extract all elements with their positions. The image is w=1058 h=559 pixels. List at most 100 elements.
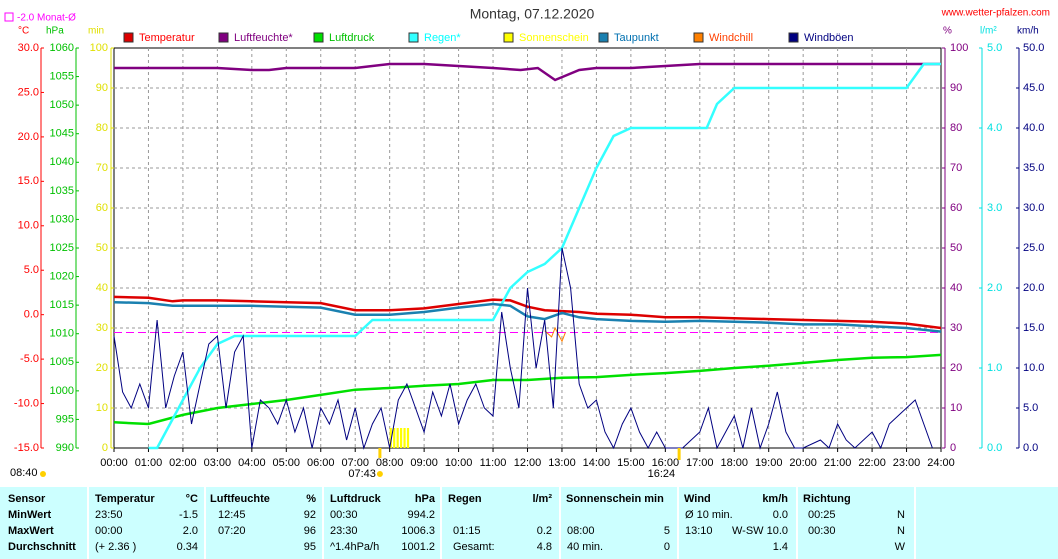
legend-label: Taupunkt <box>614 32 659 44</box>
table-header: Luftdruck <box>330 493 382 505</box>
x-tick-label: 17:00 <box>686 457 714 469</box>
table-cell: 994.2 <box>407 509 435 521</box>
y-tick-label: 30 <box>950 322 962 334</box>
y-tick-label: 5.0 <box>1023 402 1038 414</box>
avg-icon <box>4 12 14 22</box>
table-header: Wind <box>684 493 711 505</box>
table-cell: 13:10 <box>685 525 713 537</box>
series-line <box>113 353 942 426</box>
sunshine-bar <box>400 428 403 448</box>
x-tick-label: 00:00 <box>100 457 128 469</box>
table-cell: 23:30 <box>330 525 358 537</box>
legend-label: Regen* <box>424 32 461 44</box>
table-cell: N <box>897 525 905 537</box>
updated-dot <box>40 471 46 477</box>
x-tick-label: 07:00 <box>341 457 369 469</box>
legend-label: Windböen <box>804 32 854 44</box>
y-tick-label: 90 <box>96 82 108 94</box>
y-tick-label: 50.0 <box>1023 42 1044 54</box>
updated-time: 08:40 <box>10 467 38 479</box>
y-tick-label: 1050 <box>50 99 74 111</box>
y-tick-label: 70 <box>950 162 962 174</box>
table-cell: MaxWert <box>8 525 54 537</box>
monthly-avg-label: -2.0 Monat-Ø <box>17 13 76 24</box>
y-tick-label: 20.0 <box>1023 282 1044 294</box>
series-line <box>113 300 942 333</box>
table-cell: Durchschnitt <box>8 541 76 553</box>
legend-swatch <box>693 32 704 43</box>
y-tick-label: 10 <box>96 402 108 414</box>
legend-label: Temperatur <box>139 32 195 44</box>
y-tick-label: 1025 <box>50 242 74 254</box>
table-background <box>0 487 1058 559</box>
axis-unit: min <box>88 26 104 37</box>
y-tick-label: 5.0 <box>987 42 1002 54</box>
axis-unit: l/m² <box>980 26 997 37</box>
sunshine-bar <box>406 428 410 448</box>
table-cell: 01:15 <box>453 525 481 537</box>
y-tick-label: 1.0 <box>987 362 1002 374</box>
x-tick-label: 11:00 <box>480 457 507 469</box>
table-cell: 0.0 <box>773 509 788 521</box>
y-tick-label: 995 <box>56 413 74 425</box>
x-tick-label: 05:00 <box>273 457 301 469</box>
legend-swatch <box>123 32 134 43</box>
axis-unit: % <box>943 26 952 37</box>
y-tick-label: 1000 <box>50 385 74 397</box>
table-cell: 4.8 <box>537 541 552 553</box>
y-tick-label: 25.0 <box>18 86 39 98</box>
y-tick-label: 2.0 <box>987 282 1002 294</box>
y-tick-label: 5.0 <box>24 264 39 276</box>
table-cell: 2.0 <box>183 525 198 537</box>
x-tick-label: 12:00 <box>514 457 542 469</box>
table-cell: N <box>897 509 905 521</box>
x-tick-label: 13:00 <box>548 457 576 469</box>
axis-unit: km/h <box>1017 26 1039 37</box>
table-cell: ^1.4hPa/h <box>330 541 379 553</box>
y-tick-label: 70 <box>96 162 108 174</box>
sunrise-dot <box>376 471 383 477</box>
y-tick-label: 40 <box>96 282 108 294</box>
y-tick-label: 1010 <box>50 328 74 340</box>
table-header: Richtung <box>803 493 851 505</box>
table-cell: 1001.2 <box>401 541 435 553</box>
table-cell: (+ 2.36 ) <box>95 541 136 553</box>
table-cell: Ø 10 min. <box>685 509 733 521</box>
table-cell: 95 <box>304 541 316 553</box>
x-tick-label: 08:00 <box>376 457 404 469</box>
y-tick-label: 1060 <box>50 42 74 54</box>
table-cell: Gesamt: <box>453 541 495 553</box>
y-tick-label: 1015 <box>50 299 74 311</box>
y-tick-label: 0.0 <box>1023 442 1038 454</box>
table-cell: 12:45 <box>218 509 246 521</box>
y-tick-label: 4.0 <box>987 122 1002 134</box>
series-line <box>114 62 941 82</box>
table-header: °C <box>186 493 198 505</box>
table-cell: 40 min. <box>567 541 603 553</box>
y-tick-label: 30.0 <box>1023 202 1044 214</box>
sunshine-bar <box>389 428 392 448</box>
y-tick-label: 60 <box>96 202 108 214</box>
axis-unit: hPa <box>46 26 64 37</box>
x-tick-label: 19:00 <box>755 457 783 469</box>
y-tick-label: 90 <box>950 82 962 94</box>
x-tick-label: 04:00 <box>238 457 266 469</box>
table-cell: -1.5 <box>179 509 198 521</box>
y-tick-label: 80 <box>96 122 108 134</box>
series-line <box>113 247 933 450</box>
y-tick-label: 1030 <box>50 213 74 225</box>
table-cell: 1.4 <box>773 541 788 553</box>
sunshine-bar <box>396 428 399 448</box>
y-tick-label: 1020 <box>50 270 74 282</box>
sunrise-label: 07:43 <box>348 468 376 480</box>
legend-swatch <box>788 32 799 43</box>
table-header: Temperatur <box>95 493 155 505</box>
x-tick-label: 23:00 <box>893 457 921 469</box>
y-tick-label: 30.0 <box>18 42 39 54</box>
y-tick-label: -5.0 <box>20 353 39 365</box>
table-header: % <box>306 493 316 505</box>
y-tick-label: 35.0 <box>1023 162 1044 174</box>
y-tick-label: 1040 <box>50 156 74 168</box>
x-tick-label: 16:00 <box>652 457 680 469</box>
